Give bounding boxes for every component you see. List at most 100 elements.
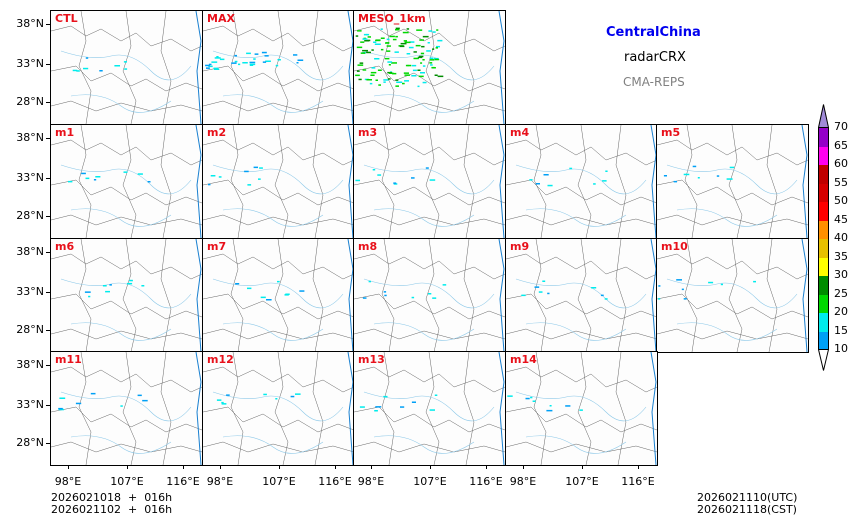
- x-tick: [127, 465, 128, 469]
- colorbar-tick-label: 15: [834, 323, 848, 337]
- y-tick: [46, 216, 50, 217]
- panel-label: m12: [207, 353, 234, 366]
- echo-mark: [419, 55, 424, 58]
- echo-mark: [403, 40, 407, 42]
- panel-label: m5: [661, 126, 681, 139]
- map-panel-m12: m12: [202, 351, 355, 466]
- echo-mark: [432, 48, 435, 50]
- map-panel-m5: m5: [656, 124, 809, 239]
- echo-mark: [579, 409, 583, 411]
- echo-mark: [129, 279, 133, 282]
- x-tick: [335, 465, 336, 469]
- x-tick-label: 116°E: [318, 475, 352, 488]
- y-tick-label: 28°N: [16, 95, 44, 108]
- echo-mark: [366, 51, 371, 54]
- echo-mark: [394, 51, 399, 53]
- y-tick-label: 38°N: [16, 17, 44, 30]
- echo-mark: [263, 393, 267, 396]
- echo-mark: [418, 75, 424, 78]
- echo-mark: [206, 67, 210, 69]
- echo-mark: [428, 293, 432, 295]
- panel-label: MESO_1km: [358, 12, 426, 25]
- echo-mark: [380, 37, 385, 39]
- echo-mark: [428, 30, 433, 32]
- map-panel-m14: m14: [505, 351, 658, 466]
- echo-mark: [681, 288, 684, 291]
- echo-mark: [123, 171, 128, 173]
- echo-mark: [213, 67, 219, 70]
- echo-mark: [726, 178, 733, 180]
- echo-mark: [378, 84, 381, 86]
- echo-mark: [244, 170, 249, 173]
- colorbar-segment: [818, 145, 829, 165]
- echo-mark: [366, 79, 372, 81]
- echo-mark: [375, 406, 382, 408]
- echo-mark: [355, 74, 360, 77]
- echo-mark: [387, 61, 393, 63]
- echo-mark: [415, 44, 421, 47]
- colorbar-tick-label: 60: [834, 157, 848, 170]
- panel-label: m14: [510, 353, 537, 366]
- x-tick-label: 98°E: [54, 475, 82, 488]
- x-tick-label: 107°E: [565, 475, 599, 488]
- echo-mark: [246, 52, 251, 55]
- x-tick-label: 107°E: [413, 475, 447, 488]
- echo-mark: [216, 399, 222, 401]
- echo-mark: [377, 174, 382, 176]
- echo-mark: [421, 45, 425, 48]
- panel-label: m4: [510, 126, 530, 139]
- echo-mark: [419, 39, 424, 41]
- x-tick-label: 98°E: [206, 475, 234, 488]
- colorbar-segment: [818, 330, 829, 350]
- colorbar-segment: [818, 275, 829, 295]
- echo-mark: [380, 48, 384, 51]
- echo-mark: [411, 64, 417, 67]
- echo-mark: [422, 65, 426, 67]
- echo-mark: [265, 60, 271, 62]
- y-tick: [46, 138, 50, 139]
- echo-mark: [83, 67, 89, 70]
- echo-mark: [296, 62, 299, 64]
- echo-mark: [375, 79, 378, 81]
- map-panel-m4: m4: [505, 124, 658, 239]
- echo-mark: [371, 49, 374, 51]
- echo-mark: [370, 71, 377, 74]
- echo-mark: [142, 399, 148, 402]
- echo-mark: [529, 179, 533, 181]
- echo-mark: [356, 46, 363, 49]
- echo-mark: [247, 287, 252, 290]
- valid-time-cst: 2026021118(CST): [697, 503, 797, 516]
- x-tick: [371, 465, 372, 469]
- echo-mark: [547, 184, 553, 187]
- echo-mark: [569, 167, 573, 170]
- echo-mark: [413, 57, 419, 60]
- echo-mark: [219, 58, 225, 61]
- echo-mark: [362, 38, 368, 40]
- x-tick-label: 116°E: [469, 475, 503, 488]
- echo-mark: [226, 394, 230, 396]
- y-tick: [46, 292, 50, 293]
- echo-mark: [420, 52, 425, 55]
- echo-mark: [147, 181, 151, 183]
- echo-mark: [534, 286, 540, 288]
- echo-mark: [254, 53, 259, 55]
- echo-mark: [546, 409, 553, 412]
- colorbar-segment: [818, 293, 829, 313]
- echo-mark: [355, 35, 359, 37]
- echo-mark: [434, 74, 438, 76]
- echo-mark: [72, 69, 78, 72]
- panel-label: m13: [358, 353, 385, 366]
- echo-mark: [405, 64, 409, 67]
- echo-mark: [360, 52, 366, 54]
- echo-mark: [386, 38, 390, 41]
- panel-label: m8: [358, 240, 378, 253]
- echo-mark: [210, 175, 216, 177]
- echo-mark: [521, 294, 526, 297]
- echo-mark: [277, 59, 281, 61]
- echo-mark: [234, 54, 237, 57]
- y-tick: [46, 252, 50, 253]
- echo-mark: [275, 398, 278, 400]
- echo-mark: [368, 280, 371, 283]
- echo-mark: [266, 299, 272, 301]
- echo-mark: [387, 78, 391, 80]
